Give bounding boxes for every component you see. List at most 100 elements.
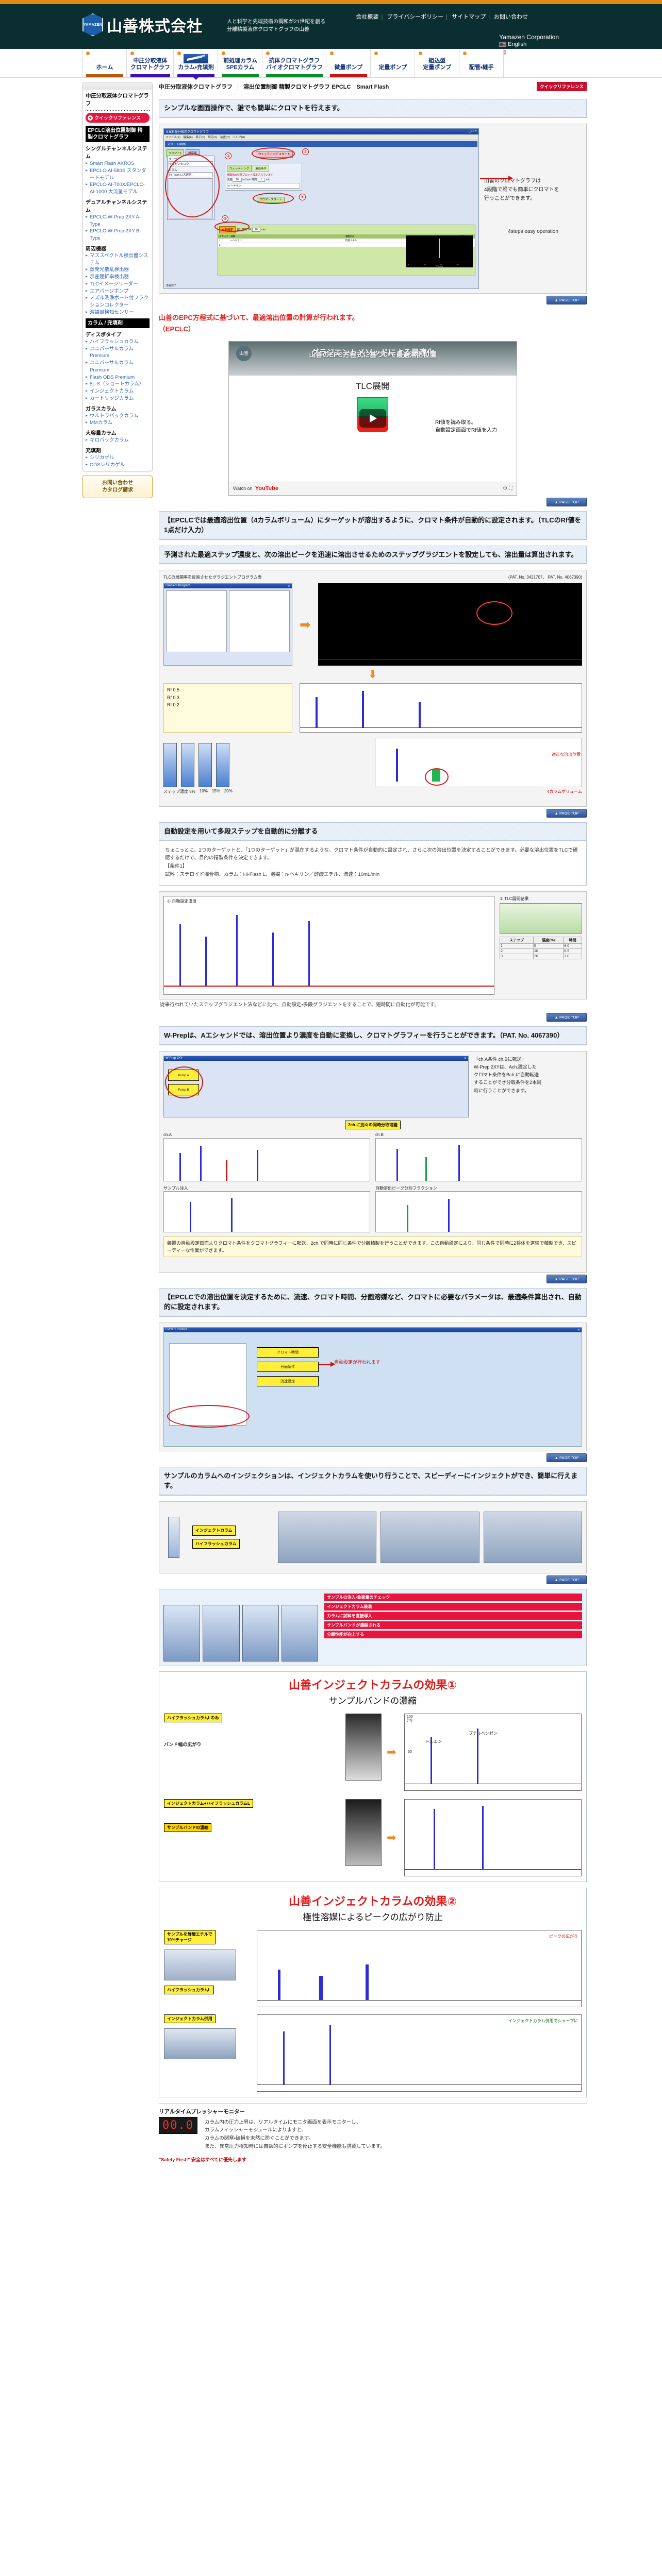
- nav-underbar: [266, 74, 323, 77]
- company-name: 山善株式会社: [107, 18, 203, 36]
- legend-item-1: インジェクトカラム装着: [324, 1602, 582, 1611]
- sidebar-group-title-dual: デュアルチャンネルシステム: [86, 199, 147, 213]
- section-effect-1: 山善インジェクトカラムの効果① サンプルバンドの濃縮 ハイフラッシュカラムLのみ…: [159, 1671, 587, 1882]
- watch-label: Watch on: [233, 486, 253, 492]
- breadcrumb-current: 溶出位置制御 精製クロマトグラフ EPCLC Smart Flash: [243, 84, 389, 90]
- caption-gradient-table: TLCの展開率を反映させたグラジエントプログラム表: [163, 575, 262, 580]
- page-top-button-2[interactable]: ▲ PAGE TOP: [547, 497, 587, 506]
- sidebar-item-universal-premium-1[interactable]: ユニバーサルカラム Premium: [86, 346, 150, 360]
- sidebar-item-ods-silica-gel[interactable]: ODSシリカゲル: [86, 462, 150, 469]
- value-total-time[interactable]: 20: [252, 227, 260, 232]
- sidebar-item-kilopack[interactable]: キロパックカラム: [86, 437, 150, 444]
- english-link[interactable]: English: [508, 41, 527, 47]
- sidebar-item-elsd[interactable]: 蒸発光散乱検出器: [86, 266, 150, 274]
- sidebar-item-solvent-sensor[interactable]: 溶媒量検知センサー: [86, 309, 150, 316]
- nav-item-metering-pump[interactable]: 定量ポンプ: [370, 49, 415, 77]
- page-top-button-7[interactable]: ▲ PAGE TOP: [547, 1575, 587, 1584]
- side-note-japanese: 山善のクロマトグラフは 4段階で誰でも簡単にクロマトを 行うことができます。: [484, 178, 559, 201]
- sidebar-item-ms-detector[interactable]: マススペクトル検出器システム: [86, 252, 150, 267]
- note-line-tlc-2: Rf 0.3: [167, 694, 180, 700]
- sidebar-item-epclc-ai-580s[interactable]: EPCLC-AI-580S スタンダードモデル: [86, 167, 150, 182]
- site-logo[interactable]: YAMAZEN 山善株式会社: [82, 13, 203, 36]
- sub-window-titlebar: Gradient Program ✕: [164, 584, 292, 589]
- sidebar-item-ultrapack[interactable]: ウルトラパックカラム: [86, 413, 150, 420]
- sidebar-item-smart-flash-akros[interactable]: Smart Flash AKROS: [86, 160, 150, 167]
- sidebar-item-air-purge-pump[interactable]: エアパージポンプ: [86, 288, 150, 295]
- watch-on-youtube-button[interactable]: Watch on YouTube: [233, 485, 278, 492]
- sidebar-item-hiflash[interactable]: ハイフラッシュカラム: [86, 338, 150, 346]
- video-channel-avatar[interactable]: 山善: [236, 345, 252, 361]
- sidebar-item-5ls-short[interactable]: 5L-S（ショートカラム）: [86, 381, 150, 388]
- section-epclc-autograd-2: 予測された最適ステップ濃度と、次の溶出ピークを迅速に溶出させるためのステップグラ…: [159, 545, 587, 565]
- link-privacy-policy[interactable]: プライバシーポリシー: [387, 14, 444, 20]
- tick-20: 20: [456, 263, 459, 266]
- sidebar-item-cartridge-column[interactable]: カートリッジカラム: [86, 395, 150, 402]
- effect-1-peak-1: トルエン: [425, 1739, 442, 1744]
- nav-underbar: [222, 74, 259, 77]
- arrow-pointer: [480, 175, 513, 181]
- play-button-icon[interactable]: [359, 409, 386, 428]
- link-contact[interactable]: お問い合わせ: [494, 14, 528, 20]
- body-wrapper: 中圧分取液体クロマトグラフ クイックリファレンス EPCLC溶出位置制御 精製ク…: [0, 78, 662, 2179]
- video-player-epclc[interactable]: グラジエントメソッドによる最適化 山善のEPC方程式に基づいて最適溶出位置 山善…: [228, 341, 517, 496]
- quick-reference-button[interactable]: クイックリファレンス: [86, 113, 150, 123]
- nav-item-chromatograph[interactable]: 中圧分取液体 クロマトグラフ: [127, 49, 174, 77]
- param-solvent[interactable]: n-ヘキサン: [227, 182, 300, 189]
- header-utility-links: 会社概要 | プライバシーポリシー | サイトマップ | お問い合わせ: [353, 12, 531, 21]
- sidebar-item-epclc-ai-700x[interactable]: EPCLC-AI-700X/EPCLC-AI-1000 大流量モデル: [86, 181, 150, 196]
- param-value-time[interactable]: 1: [257, 177, 266, 182]
- cell-step: 1: [500, 943, 534, 950]
- sidebar-item-silica-gel[interactable]: シリカゲル: [86, 454, 150, 462]
- sidebar-item-inject-column[interactable]: インジェクトカラム: [86, 388, 150, 395]
- sidebar-item-w-prep-b[interactable]: EPCLC-W-Prep 2XY B-Type: [86, 228, 150, 242]
- nav-item-column[interactable]: カラム・充填剤: [174, 49, 218, 80]
- breadcrumb: 中圧分取液体クロマトグラフ 溶出位置制御 精製クロマトグラフ EPCLC Sma…: [159, 82, 587, 94]
- sidebar-item-tlc-reader[interactable]: TLCイメージリーダー: [86, 281, 150, 288]
- nav-item-spe[interactable]: 前処理カラム SPEカラム: [218, 49, 262, 77]
- screenshot-parameter-setting: EPCLC Control ✕ クロマト時間 分画条件 流速設定 自動設定が行われ…: [159, 1322, 587, 1451]
- video-settings-icon[interactable]: ⚙ ⛶: [503, 485, 512, 492]
- link-sitemap[interactable]: サイトマップ: [452, 14, 486, 20]
- sidebar-item-mm-column[interactable]: MMカラム: [86, 419, 150, 427]
- page-top-button-3[interactable]: ▲ PAGE TOP: [547, 809, 587, 818]
- overseas-distributor-link[interactable]: Overseas distributor: [508, 48, 559, 55]
- breadcrumb-parent[interactable]: 中圧分取液体クロマトグラフ: [159, 82, 238, 91]
- nav-underbar: [86, 74, 123, 77]
- window-controls-icon[interactable]: _ □ ✕: [469, 129, 477, 133]
- link-company-profile[interactable]: 会社概要: [356, 14, 379, 20]
- tab-elution[interactable]: 溶出条件: [253, 164, 270, 172]
- sidebar-group-title-single: シングルチャンネルシステム: [86, 146, 147, 160]
- screenshot-auto-gradient-chart: ① 自動設定濃度 ② TLC展開結果 ステップ 濃度(%): [159, 891, 587, 1000]
- param-value-flow[interactable]: 10: [233, 177, 242, 182]
- sidebar-item-universal-premium-2[interactable]: ユニバーサルカラム Premium: [86, 360, 150, 374]
- sidebar-item-flash-ods-premium[interactable]: Flash ODS Premium: [86, 374, 150, 381]
- sidebar-item-ri-detector[interactable]: 示差屈折率検出器: [86, 274, 150, 281]
- legend-item-4: 分離性能が向上する: [324, 1630, 582, 1638]
- step-number-2: ②: [222, 215, 228, 222]
- section-realtime-monitor: リアルタイムプレッシャーモニター 00.0 カラム内の圧力上昇は、リアルタイムに…: [159, 2103, 587, 2163]
- tab-wetting[interactable]: ウェッティング: [227, 164, 252, 172]
- nav-item-fitting[interactable]: 配管・継手: [459, 49, 504, 77]
- quick-reference-badge[interactable]: クイックリファレンス: [537, 82, 587, 91]
- sidebar-contact-banner[interactable]: お問い合わせ カタログ請求: [82, 475, 153, 498]
- nav-item-home[interactable]: ホーム: [82, 49, 127, 77]
- section-epclc-autograd: 【EPCLCでは最適溶出位置（4カラムボリューム）にターゲットが溶出するように、…: [159, 511, 587, 540]
- window-menubar[interactable]: ファイル(F) 編集(E) 表示(V) 設定(S) 装置(D) ヘルプ(H): [164, 134, 478, 140]
- sidebar-item-fraction-collector[interactable]: ノズル洗浄ポート付フラクションコレクター: [86, 295, 150, 309]
- header-tagline: 人と科学と先端技術の調和が21世紀を創る 分離精製液体クロマトグラフの山善: [227, 18, 325, 33]
- nav-item-embedded-pump[interactable]: 組込型 定量ポンプ: [415, 49, 459, 77]
- page-top-button-4[interactable]: ▲ PAGE TOP: [547, 1013, 587, 1022]
- param-label-time: 時間: [252, 178, 257, 181]
- page-top-button-1[interactable]: ▲ PAGE TOP: [547, 295, 587, 304]
- quick-reference-label: クイックリファレンス: [94, 115, 141, 121]
- table-row: 1 5 8.0: [500, 943, 582, 950]
- nav-item-bio[interactable]: 抗体クロマトグラフ バイオクロマトグラフ: [262, 49, 326, 77]
- label-chromato-time: クロマト時間: [257, 1347, 319, 1358]
- sidebar-item-w-prep-a[interactable]: EPCLC-W-Prep 2XY A-Type: [86, 214, 150, 228]
- nav-underbar: [130, 74, 170, 77]
- sidebar-card: 中圧分取液体クロマトグラフ クイックリファレンス EPCLC溶出位置制御 精製ク…: [82, 82, 153, 471]
- page-top-button-6[interactable]: ▲ PAGE TOP: [547, 1453, 587, 1462]
- nav-item-micro-pump[interactable]: 微量ポンプ: [326, 49, 371, 77]
- nav-underbar: [177, 74, 214, 80]
- page-top-button-5[interactable]: ▲ PAGE TOP: [547, 1274, 587, 1283]
